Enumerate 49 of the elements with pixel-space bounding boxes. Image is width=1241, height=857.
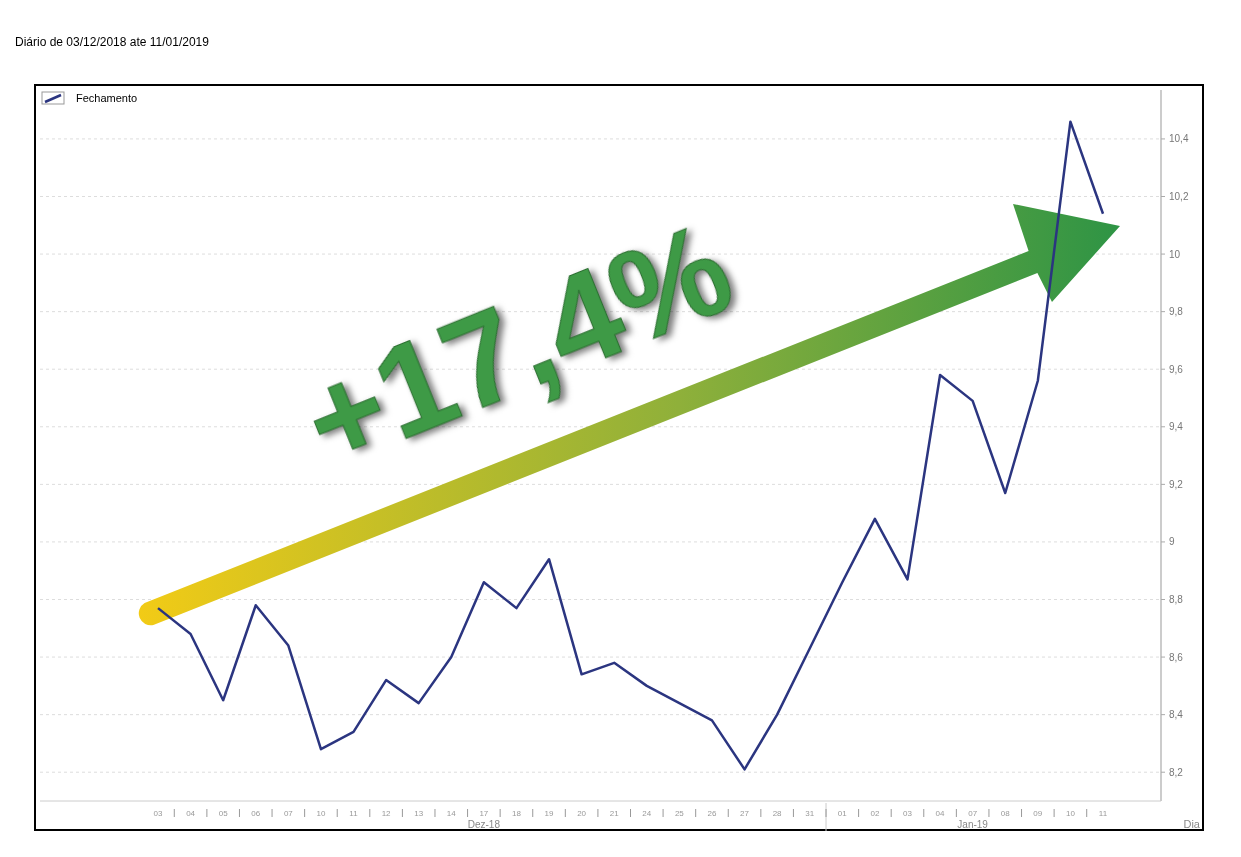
x-tick-label: 26 [707, 809, 717, 818]
y-tick-label: 8,6 [1169, 651, 1184, 663]
y-tick-label: 10 [1169, 248, 1181, 260]
x-tick-label: 04 [186, 809, 196, 818]
line-series [156, 120, 1105, 771]
x-tick-label: 03 [903, 809, 913, 818]
legend-label: Fechamento [76, 92, 138, 104]
x-tick-label: 21 [609, 809, 620, 818]
y-tick-label: 9,4 [1169, 421, 1184, 433]
x-tick-label: 10 [1065, 809, 1076, 818]
y-tick-label: 8,4 [1169, 709, 1184, 721]
y-tick-label: 10,4 [1169, 133, 1189, 145]
x-axis-title: Dia [1183, 818, 1201, 830]
x-tick-label: 24 [642, 809, 652, 818]
x-tick-label: 17 [479, 809, 489, 818]
y-tick-label: 8,2 [1169, 766, 1184, 778]
x-tick-label: 18 [512, 809, 522, 818]
x-tick-label: 12 [381, 809, 392, 818]
x-tick-label: 05 [218, 809, 229, 818]
y-tick-label: 9,6 [1169, 363, 1184, 375]
x-tick-label: 01 [837, 809, 848, 818]
x-tick-label: 02 [870, 809, 880, 818]
x-tick-label: 25 [674, 809, 685, 818]
x-tick-label: 07 [283, 809, 294, 818]
x-tick-label: 11 [1098, 809, 1108, 818]
y-tick-label: 9,8 [1169, 306, 1184, 318]
text: Jan-19 [957, 819, 989, 830]
x-tick-label: 27 [740, 809, 750, 818]
x-tick-label: 04 [935, 809, 946, 818]
x-tick-label: 03 [153, 809, 163, 818]
x-tick-label: 19 [544, 809, 555, 818]
x-tick-label: 13 [414, 809, 424, 818]
y-tick-label: 9 [1169, 536, 1175, 548]
x-tick-label: 06 [251, 809, 261, 818]
annotation: +17,4% [283, 194, 751, 496]
x-tick-label: 09 [1033, 809, 1043, 818]
x-tick-label: 10 [316, 809, 326, 818]
y-tick-label: 8,8 [1169, 594, 1184, 605]
x-tick-label: 20 [577, 809, 587, 818]
text: Dez-18 [467, 819, 501, 830]
x-tick-label: 14 [446, 809, 457, 818]
x-tick-label: 28 [772, 809, 783, 818]
chart-subtitle: Diário de 03/12/2018 ate 11/01/2019 [15, 35, 210, 49]
x-tick-label: 07 [968, 809, 978, 818]
x-tick-label: 31 [805, 809, 815, 818]
x-tick-label: 08 [1000, 809, 1011, 818]
y-tick-label: 10,2 [1169, 191, 1189, 203]
x-tick-label: 11 [349, 809, 359, 818]
y-tick-label: 9,2 [1169, 478, 1184, 490]
